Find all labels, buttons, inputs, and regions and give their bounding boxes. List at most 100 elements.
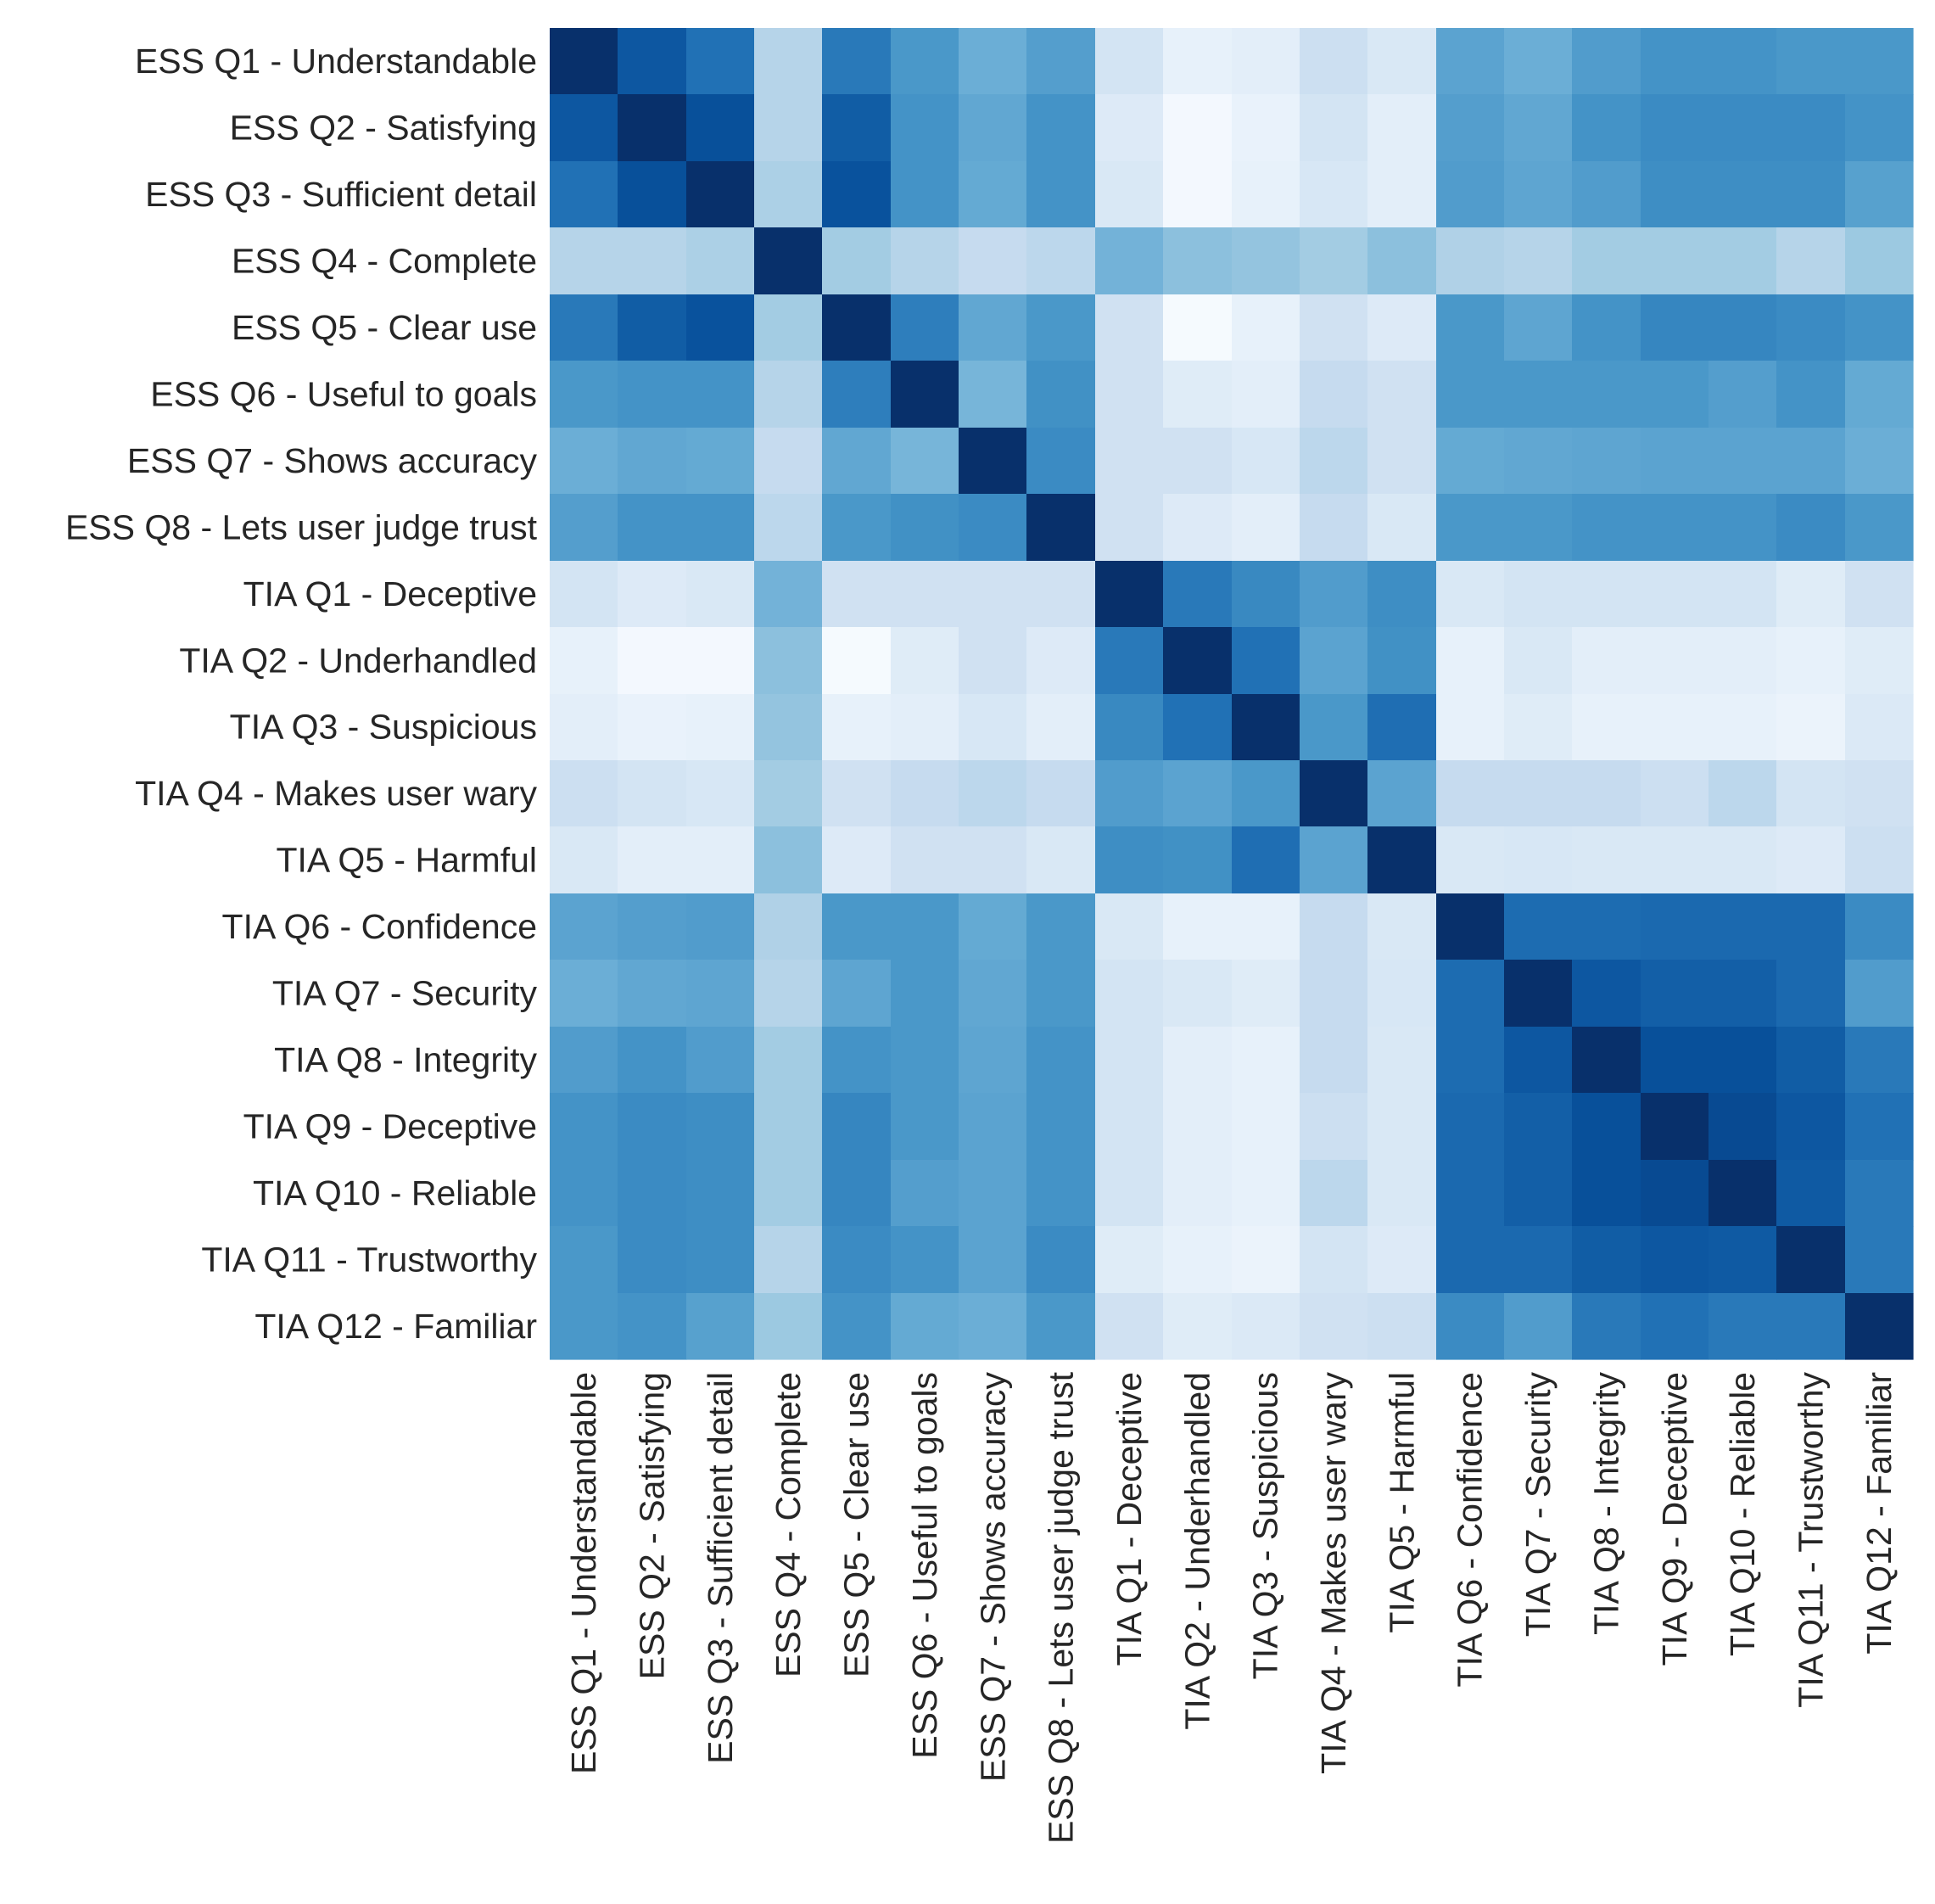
heatmap-cell bbox=[618, 494, 687, 562]
heatmap-cell bbox=[1300, 760, 1368, 827]
heatmap-cell bbox=[754, 1093, 823, 1161]
y-tick-label: TIA Q5 - Harmful bbox=[276, 841, 537, 880]
heatmap-cell bbox=[822, 561, 892, 628]
y-tick-label: ESS Q2 - Satisfying bbox=[230, 109, 537, 148]
heatmap-cell bbox=[1845, 94, 1914, 162]
heatmap-cell bbox=[618, 561, 687, 628]
heatmap-cell bbox=[1232, 893, 1300, 960]
heatmap-cell bbox=[1436, 1027, 1505, 1094]
heatmap-cell bbox=[1845, 294, 1914, 361]
heatmap-cell bbox=[618, 361, 687, 428]
heatmap-cell bbox=[1367, 826, 1437, 894]
heatmap-cell bbox=[1641, 94, 1709, 162]
heatmap-cell bbox=[1163, 161, 1233, 228]
heatmap-cell bbox=[1845, 561, 1914, 628]
heatmap-cell bbox=[1436, 428, 1505, 495]
heatmap-cell bbox=[1095, 1093, 1164, 1161]
heatmap-cell bbox=[686, 627, 755, 695]
heatmap-cell bbox=[1367, 694, 1437, 761]
y-tick-label: TIA Q7 - Security bbox=[272, 974, 538, 1013]
heatmap-cell bbox=[891, 294, 959, 361]
heatmap-cell bbox=[754, 1027, 823, 1094]
heatmap-cell bbox=[550, 694, 618, 761]
heatmap-cell bbox=[686, 428, 755, 495]
heatmap-cell bbox=[1300, 1160, 1368, 1227]
heatmap-cell bbox=[550, 1160, 618, 1227]
heatmap-cell bbox=[1572, 694, 1641, 761]
heatmap-cell bbox=[1572, 561, 1641, 628]
heatmap-cell bbox=[686, 1160, 755, 1227]
heatmap-cell bbox=[1845, 361, 1914, 428]
heatmap-cell bbox=[1776, 227, 1846, 295]
heatmap-cell bbox=[959, 294, 1027, 361]
heatmap-cell bbox=[1026, 294, 1096, 361]
heatmap-cell bbox=[1367, 294, 1437, 361]
heatmap-cell bbox=[1095, 960, 1164, 1028]
heatmap-cell bbox=[686, 494, 755, 562]
heatmap-cell bbox=[1572, 161, 1641, 228]
heatmap-cell bbox=[1026, 1293, 1096, 1360]
heatmap-cell bbox=[1026, 627, 1096, 695]
heatmap-cell bbox=[686, 1293, 755, 1360]
heatmap-cell bbox=[1504, 227, 1573, 295]
heatmap-cell bbox=[1436, 161, 1505, 228]
heatmap-cell bbox=[1845, 627, 1914, 695]
heatmap-cell bbox=[891, 1293, 959, 1360]
heatmap-cell bbox=[1641, 760, 1709, 827]
heatmap-cell bbox=[1641, 1093, 1709, 1161]
heatmap-cell bbox=[1232, 428, 1300, 495]
heatmap-cell bbox=[891, 960, 959, 1028]
y-tick-label: TIA Q8 - Integrity bbox=[274, 1040, 537, 1079]
heatmap-cell bbox=[1232, 760, 1300, 827]
heatmap-cell bbox=[1300, 294, 1368, 361]
heatmap-cell bbox=[1095, 561, 1164, 628]
heatmap-cell bbox=[1504, 1293, 1573, 1360]
heatmap-cell bbox=[959, 760, 1027, 827]
heatmap-cell bbox=[822, 627, 892, 695]
heatmap-cell bbox=[1776, 694, 1846, 761]
heatmap-cell bbox=[959, 1160, 1027, 1227]
heatmap-cell bbox=[959, 960, 1027, 1028]
heatmap-cell bbox=[1436, 1093, 1505, 1161]
y-tick-label: TIA Q12 - Familiar bbox=[254, 1307, 537, 1346]
heatmap-cell bbox=[754, 760, 823, 827]
heatmap-cell bbox=[1572, 1293, 1641, 1360]
heatmap-cell bbox=[1095, 1027, 1164, 1094]
heatmap-cell bbox=[686, 893, 755, 960]
heatmap-cell bbox=[1641, 227, 1709, 295]
y-tick-label: ESS Q6 - Useful to goals bbox=[150, 374, 537, 413]
heatmap-cell bbox=[822, 826, 892, 894]
heatmap-cell bbox=[822, 760, 892, 827]
heatmap-cell bbox=[959, 826, 1027, 894]
heatmap-cell bbox=[1163, 1027, 1233, 1094]
heatmap-cell bbox=[686, 561, 755, 628]
heatmap-cell bbox=[1300, 1293, 1368, 1360]
heatmap-cell bbox=[1641, 428, 1709, 495]
heatmap-cell bbox=[1572, 1027, 1641, 1094]
heatmap-cell bbox=[1845, 1093, 1914, 1161]
heatmap-cell bbox=[1709, 161, 1777, 228]
heatmap-cell bbox=[1163, 694, 1233, 761]
heatmap-cell bbox=[754, 960, 823, 1028]
heatmap-cell bbox=[1504, 627, 1573, 695]
heatmap-cell bbox=[1776, 561, 1846, 628]
heatmap-cell bbox=[1641, 561, 1709, 628]
heatmap-cell bbox=[1367, 1027, 1437, 1094]
heatmap-cell bbox=[1300, 494, 1368, 562]
heatmap-cell bbox=[1776, 28, 1846, 95]
heatmap-cell bbox=[822, 960, 892, 1028]
heatmap-cell bbox=[1709, 760, 1777, 827]
heatmap-cell bbox=[822, 1226, 892, 1294]
heatmap-cell bbox=[550, 893, 618, 960]
heatmap-cell bbox=[1300, 94, 1368, 162]
heatmap-cell bbox=[1232, 294, 1300, 361]
heatmap-cell bbox=[822, 1093, 892, 1161]
heatmap-cell bbox=[1232, 161, 1300, 228]
y-tick-label: TIA Q9 - Deceptive bbox=[243, 1106, 537, 1145]
heatmap-cell bbox=[1845, 760, 1914, 827]
heatmap-cell bbox=[686, 826, 755, 894]
y-tick-label: TIA Q6 - Confidence bbox=[222, 907, 537, 946]
heatmap-cell bbox=[1232, 627, 1300, 695]
heatmap-cell bbox=[1845, 1027, 1914, 1094]
